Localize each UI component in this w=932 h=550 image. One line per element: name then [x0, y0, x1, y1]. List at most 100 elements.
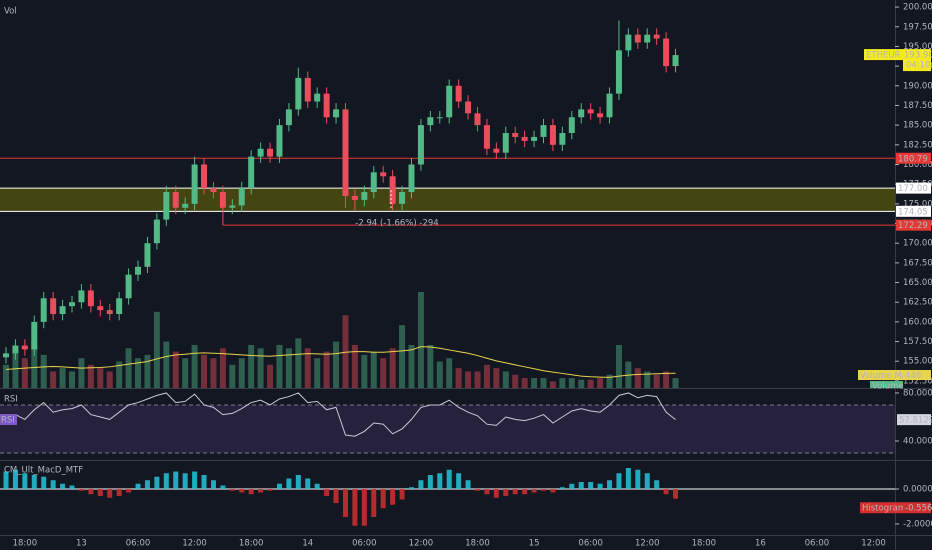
volume-bar [663, 371, 670, 388]
histogram-bar [97, 488, 103, 496]
x-tick-label: 12:00 [182, 539, 207, 549]
y-tick-label: 167.50 [903, 258, 932, 268]
volume-bar [502, 371, 509, 388]
histogram-bar [60, 483, 66, 489]
histogram-bar [607, 480, 613, 489]
candle-body [267, 148, 274, 157]
candle-body [210, 188, 217, 193]
level-label: 177.00 [898, 184, 928, 194]
x-tick-label: 06:00 [578, 539, 603, 549]
y-tick-label: 185.00 [903, 121, 932, 131]
histogram-bar [588, 481, 594, 489]
volume-bar [182, 358, 189, 388]
candle-body [295, 77, 302, 110]
y-tick-label: 187.50 [903, 101, 932, 111]
candle-body [219, 192, 226, 208]
volume-bar [163, 341, 170, 388]
volume-bar [427, 344, 434, 388]
x-tick-label: 12:00 [861, 539, 886, 549]
y-tick-label: 190.00 [903, 81, 932, 91]
volume-bar [436, 361, 443, 388]
level-label: 180.79 [898, 154, 928, 164]
volume-bar [69, 371, 76, 388]
volume-bar [389, 348, 396, 388]
candle-body [172, 192, 179, 208]
volume-bar [597, 378, 604, 388]
volume-bar [12, 351, 19, 388]
histogram-bar [625, 467, 631, 489]
candle-body [427, 117, 434, 126]
histogram-bar [361, 488, 367, 526]
candle-body [87, 290, 94, 307]
x-tick-label: 06:00 [352, 539, 377, 549]
volume-bar [21, 358, 28, 388]
y-tick-label: 152.50 [903, 376, 932, 386]
candle-body [644, 34, 651, 43]
candle-body [436, 117, 443, 119]
histogram-bar [31, 474, 37, 489]
histogram-bar [324, 488, 330, 496]
volume-bar [31, 341, 38, 388]
candle-body [257, 148, 264, 157]
volume-bar [531, 378, 538, 388]
candle-body [50, 298, 57, 315]
level-label-box [896, 152, 931, 164]
x-tick-label: 12:00 [409, 539, 434, 549]
candle-body [521, 136, 528, 141]
y-tick-label: 80.0000 [903, 388, 932, 398]
histogram-bar [342, 488, 348, 517]
candle-body [474, 113, 481, 126]
volume-bar [323, 351, 330, 388]
y-tick-label: 200.00 [903, 3, 932, 13]
volume-bar [399, 325, 406, 388]
volume-bar [644, 371, 651, 388]
volume-bar [59, 368, 66, 388]
candle-body [31, 321, 38, 350]
level-label: 174.05 [898, 207, 928, 217]
histogram-bar [135, 483, 141, 489]
rsi-band [0, 404, 895, 454]
pane-title: CM_Ult_MacD_MTF [4, 466, 83, 476]
candle-body [106, 310, 113, 315]
candle-body [559, 133, 566, 145]
rsi-value-box [897, 414, 931, 426]
volume-bar [78, 358, 85, 388]
y-tick-label: 170.00 [903, 239, 932, 249]
histogram-bar [295, 474, 301, 489]
candle-body [97, 306, 104, 311]
level-label: 172.29 [898, 221, 928, 231]
volume-bar [578, 379, 585, 388]
volume-bar [191, 344, 198, 388]
candle-body [323, 93, 330, 118]
histogram-bar [654, 480, 660, 489]
histogram-value-box [903, 502, 931, 514]
histogram-bar [465, 480, 471, 489]
level-label-box [896, 219, 931, 231]
candle-body [606, 93, 613, 118]
volume-bar [333, 341, 340, 388]
candle-body [531, 136, 538, 141]
volume-bar [380, 358, 387, 388]
volume-bar [568, 378, 575, 388]
x-tick-label: 13 [76, 539, 87, 549]
x-tick-label: 18:00 [13, 539, 38, 549]
histogram-bar [437, 473, 443, 489]
histogram-bar [210, 480, 216, 489]
volume-bar [606, 374, 613, 388]
histogram-bar [305, 478, 311, 489]
candle-body [201, 164, 208, 189]
volume-bar [314, 358, 321, 388]
volume-bar [229, 364, 236, 388]
candle-body [351, 195, 358, 200]
volume-bar [3, 364, 9, 388]
y-tick-label: 165.00 [903, 278, 932, 288]
histogram-value: -0.5567 [905, 504, 932, 514]
y-tick-label: 197.50 [903, 22, 932, 32]
histogram-name-box [860, 502, 903, 514]
candle-body [417, 125, 424, 165]
candle-body [40, 298, 47, 322]
histogram-bar [12, 469, 18, 489]
volume-bar [285, 348, 292, 388]
volume-bar [295, 338, 302, 388]
candle-body [380, 172, 387, 177]
